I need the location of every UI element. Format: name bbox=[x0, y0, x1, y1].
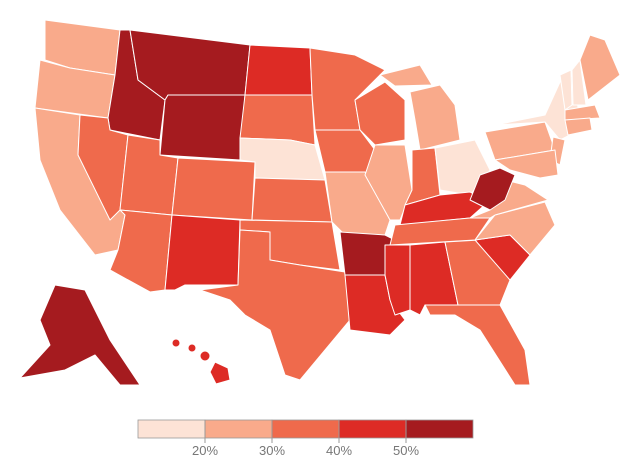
state bbox=[469, 167, 516, 211]
state bbox=[389, 217, 491, 246]
state bbox=[564, 117, 593, 136]
state bbox=[571, 59, 587, 106]
state bbox=[251, 177, 333, 223]
state bbox=[159, 94, 246, 161]
legend-label: 30% bbox=[259, 443, 285, 458]
legend-label: 40% bbox=[326, 443, 352, 458]
state bbox=[364, 144, 413, 221]
state bbox=[244, 44, 313, 96]
state bbox=[209, 361, 231, 385]
legend-swatch bbox=[338, 419, 407, 439]
state bbox=[199, 229, 351, 381]
state bbox=[379, 64, 433, 87]
legend-swatch bbox=[204, 419, 273, 439]
state bbox=[199, 350, 211, 362]
state bbox=[444, 239, 511, 306]
legend-swatch bbox=[137, 419, 206, 439]
state bbox=[171, 157, 256, 221]
state bbox=[494, 149, 559, 179]
state bbox=[579, 34, 621, 101]
state bbox=[314, 129, 376, 176]
state bbox=[424, 304, 531, 386]
legend-swatch bbox=[271, 419, 340, 439]
legend-swatch bbox=[405, 419, 474, 439]
state bbox=[171, 338, 181, 348]
state bbox=[187, 343, 197, 353]
state bbox=[354, 81, 406, 146]
state bbox=[239, 94, 316, 146]
legend: 20% 30% 40% 50% bbox=[137, 419, 474, 458]
legend-label: 50% bbox=[393, 443, 419, 458]
state bbox=[19, 284, 141, 386]
state bbox=[409, 84, 461, 151]
legend-label: 20% bbox=[192, 443, 218, 458]
state bbox=[164, 214, 241, 291]
state bbox=[559, 69, 573, 111]
state bbox=[564, 104, 601, 121]
states bbox=[19, 19, 621, 386]
